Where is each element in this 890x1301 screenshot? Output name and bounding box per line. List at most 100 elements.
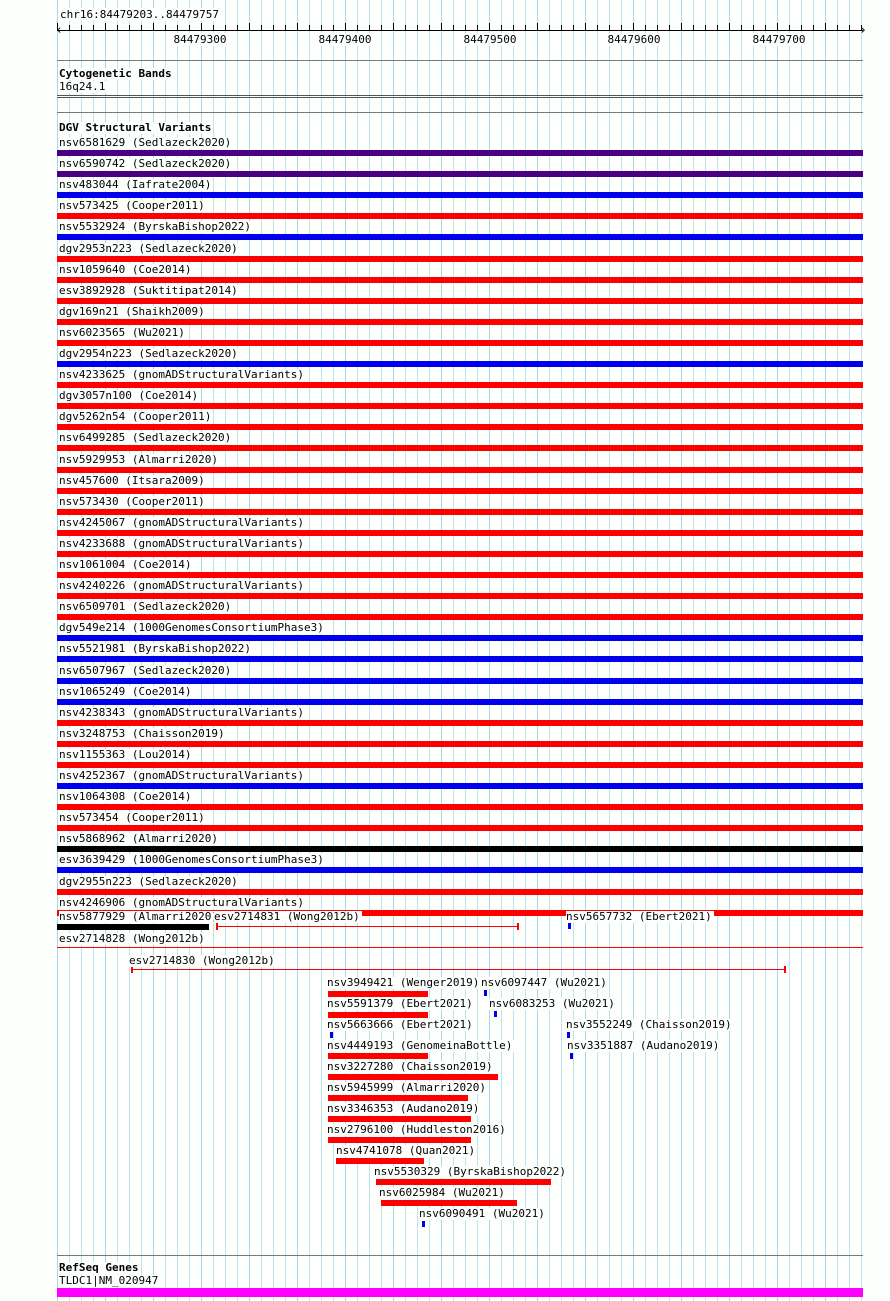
variant-label: nsv3949421 (Wenger2019) [327, 976, 482, 989]
variant-label: nsv3248753 (Chaisson2019) [59, 727, 227, 740]
variant-bar[interactable] [328, 1095, 468, 1101]
variant-label: nsv2796100 (Huddleston2016) [327, 1123, 508, 1136]
variant-bar[interactable] [57, 277, 863, 283]
variant-bar[interactable] [57, 361, 863, 367]
variant-label: nsv4252367 (gnomADStructuralVariants) [59, 769, 307, 782]
variant-label: dgv5262n54 (Cooper2011) [59, 410, 214, 423]
variant-label: nsv3552249 (Chaisson2019) [566, 1018, 734, 1031]
variant-bar[interactable] [57, 741, 863, 747]
gene-feature-bar[interactable] [57, 1288, 863, 1297]
variant-label: nsv6499285 (Sedlazeck2020) [59, 431, 234, 444]
variant-bar[interactable] [57, 635, 863, 641]
variant-bar[interactable] [57, 825, 863, 831]
variant-bar[interactable] [57, 150, 863, 156]
variant-label: nsv5591379 (Ebert2021) [327, 997, 475, 1010]
variant-bar[interactable] [57, 804, 863, 810]
variant-bar[interactable] [57, 424, 863, 430]
variant-bar[interactable] [57, 488, 863, 494]
variant-label: nsv3346353 (Audano2019) [327, 1102, 482, 1115]
variant-bar[interactable] [494, 1011, 497, 1017]
variant-bar[interactable] [57, 445, 863, 451]
variant-bar[interactable] [57, 614, 863, 620]
dgv-section-top-divider [57, 112, 863, 113]
variant-bar[interactable] [57, 530, 863, 536]
variant-bar[interactable] [328, 1074, 498, 1080]
variant-bar[interactable] [57, 319, 863, 325]
variant-bar[interactable] [57, 947, 863, 948]
variant-bar[interactable] [57, 298, 863, 304]
ruler-tick-label: 84479500 [462, 33, 518, 46]
variant-label: nsv5532924 (ByrskaBishop2022) [59, 220, 254, 233]
variant-label: dgv169n21 (Shaikh2009) [59, 305, 207, 318]
variant-bar[interactable] [570, 1053, 573, 1059]
variant-bar[interactable] [376, 1179, 551, 1185]
variant-label: dgv2954n223 (Sedlazeck2020) [59, 347, 240, 360]
variant-label: nsv4233625 (gnomADStructuralVariants) [59, 368, 307, 381]
variant-bar[interactable] [57, 783, 863, 789]
left-arrow-icon[interactable]: ‹ [55, 23, 63, 38]
variant-bar[interactable] [57, 720, 863, 726]
variant-left-cap [131, 966, 133, 973]
variant-bar[interactable] [57, 382, 863, 388]
variant-label: nsv6025984 (Wu2021) [379, 1186, 507, 1199]
variant-label: nsv5521981 (ByrskaBishop2022) [59, 642, 254, 655]
variant-bar[interactable] [568, 923, 571, 929]
variant-bar[interactable] [57, 467, 863, 473]
variant-bar[interactable] [328, 1116, 471, 1122]
variant-label: nsv1059640 (Coe2014) [59, 263, 194, 276]
variant-bar[interactable] [336, 1158, 424, 1164]
variant-label: nsv5877929 (Almarri2020) [59, 910, 220, 923]
variant-bar[interactable] [57, 867, 863, 873]
variant-bar[interactable] [57, 572, 863, 578]
variant-label: nsv4233688 (gnomADStructuralVariants) [59, 537, 307, 550]
section-title-cytogenetic-bands: Cytogenetic Bands [59, 67, 174, 80]
variant-bar[interactable] [57, 171, 863, 177]
refseq-section-divider [57, 1255, 863, 1256]
variant-bar[interactable] [57, 889, 863, 895]
variant-bar[interactable] [328, 1012, 428, 1018]
gene-name-label: TLDC1|NM_020947 [59, 1274, 161, 1287]
variant-bar[interactable] [57, 678, 863, 684]
variant-bar[interactable] [330, 1032, 333, 1038]
variant-label: nsv573430 (Cooper2011) [59, 495, 207, 508]
variant-bar[interactable] [57, 192, 863, 198]
variant-label: nsv6581629 (Sedlazeck2020) [59, 136, 234, 149]
variant-bar[interactable] [57, 762, 863, 768]
right-arrow-icon[interactable]: › [859, 23, 867, 38]
variant-bar[interactable] [484, 990, 487, 996]
variant-label: nsv5929953 (Almarri2020) [59, 453, 220, 466]
variant-bar[interactable] [57, 234, 863, 240]
variant-bar[interactable] [328, 1137, 471, 1143]
variant-label: nsv4246906 (gnomADStructuralVariants) [59, 896, 307, 909]
variant-label: nsv6097447 (Wu2021) [481, 976, 609, 989]
variant-bar[interactable] [57, 213, 863, 219]
variant-label: dgv3057n100 (Coe2014) [59, 389, 201, 402]
variant-bar[interactable] [216, 923, 519, 930]
variant-bar[interactable] [567, 1032, 570, 1038]
variant-bar[interactable] [328, 1053, 428, 1059]
variant-bar[interactable] [57, 593, 863, 599]
variant-label: esv3639429 (1000GenomesConsortiumPhase3) [59, 853, 326, 866]
variant-label: dgv549e214 (1000GenomesConsortiumPhase3) [59, 621, 326, 634]
variant-bar[interactable] [131, 966, 786, 973]
variant-label: nsv4245067 (gnomADStructuralVariants) [59, 516, 307, 529]
variant-bar[interactable] [57, 924, 209, 930]
variant-label: nsv5945999 (Almarri2020) [327, 1081, 488, 1094]
variant-right-cap [517, 923, 519, 930]
variant-label: nsv4741078 (Quan2021) [336, 1144, 478, 1157]
variant-bar[interactable] [57, 656, 863, 662]
variant-bar[interactable] [57, 551, 863, 557]
variant-bar[interactable] [57, 403, 863, 409]
variant-bar[interactable] [422, 1221, 425, 1227]
variant-bar[interactable] [328, 991, 428, 997]
variant-bar[interactable] [57, 910, 863, 916]
variant-bar[interactable] [57, 846, 863, 852]
variant-bar[interactable] [57, 256, 863, 262]
variant-label: nsv6083253 (Wu2021) [489, 997, 617, 1010]
variant-bar[interactable] [57, 340, 863, 346]
genomic-range-label: chr16:84479203..84479757 [59, 8, 220, 21]
variant-bar[interactable] [57, 509, 863, 515]
variant-label: nsv1155363 (Lou2014) [59, 748, 194, 761]
variant-bar[interactable] [381, 1200, 517, 1206]
variant-bar[interactable] [57, 699, 863, 705]
